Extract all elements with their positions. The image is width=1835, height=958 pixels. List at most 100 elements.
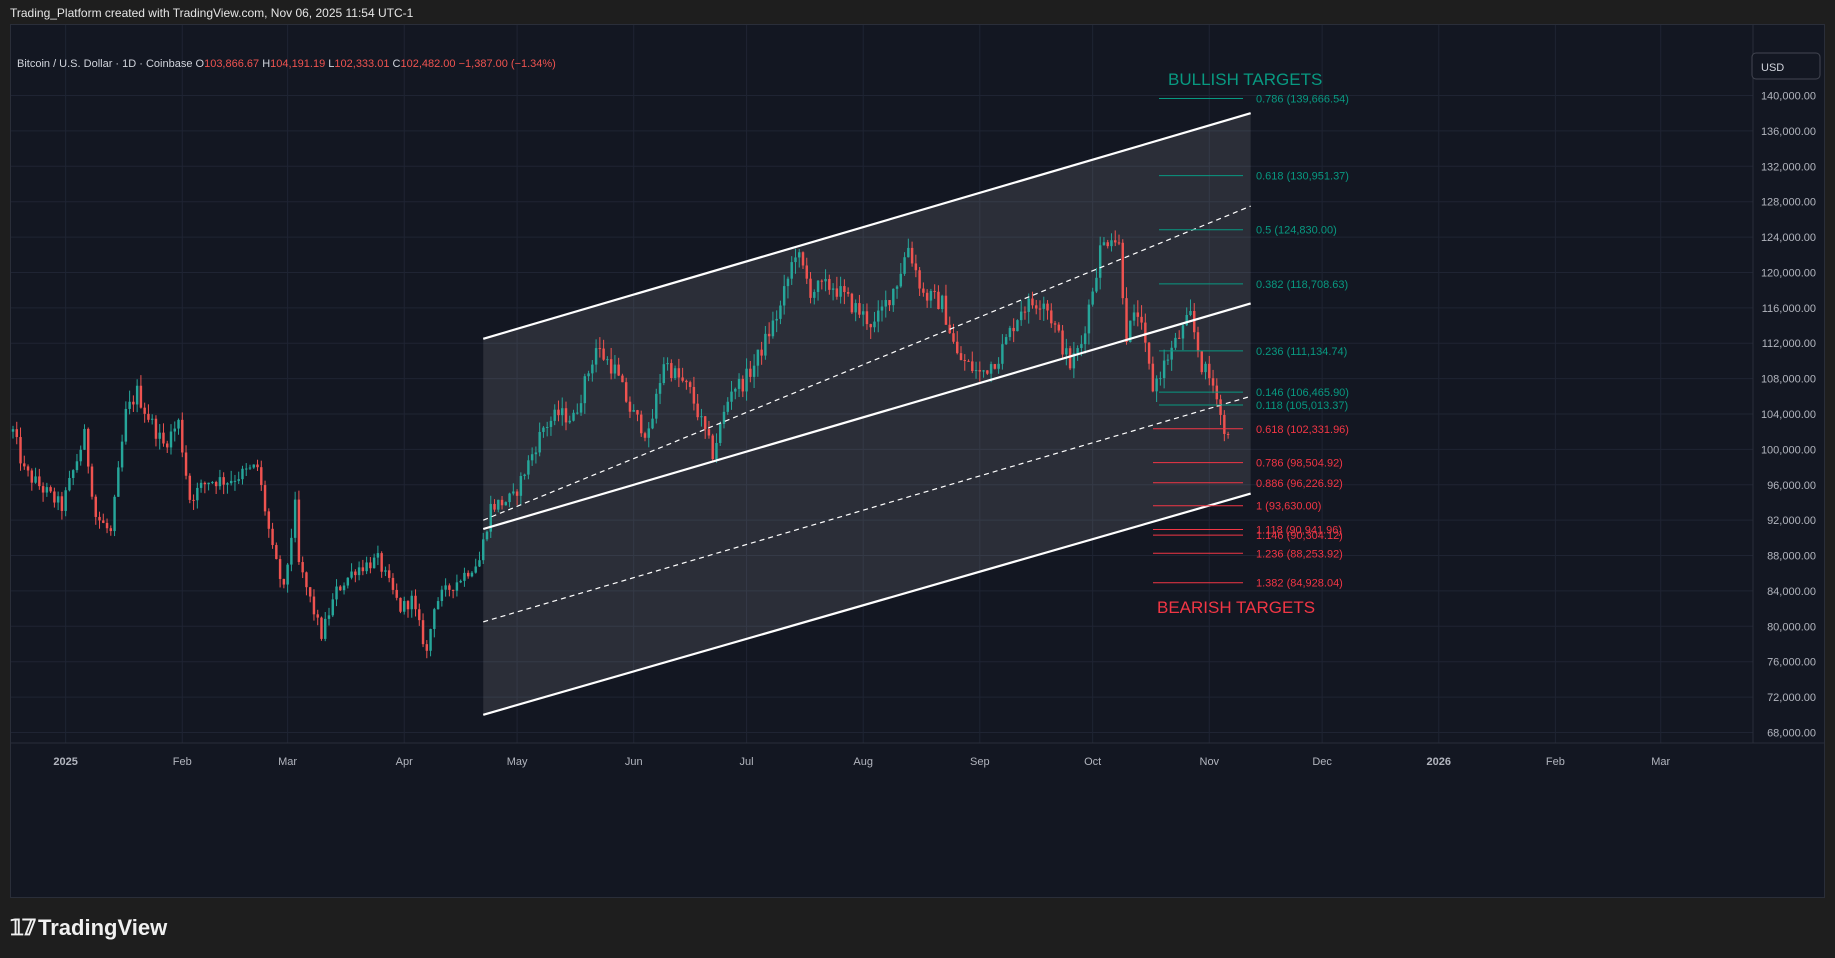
candle	[741, 375, 745, 398]
candle	[1121, 239, 1124, 305]
candle-body	[150, 418, 154, 420]
candle-body	[647, 428, 650, 438]
candle-body	[169, 431, 173, 448]
candle-body	[767, 333, 771, 337]
candle	[354, 569, 357, 583]
candle	[993, 363, 997, 370]
candle-body	[1001, 344, 1004, 364]
candle-body	[910, 247, 914, 264]
bullish-targets-annotation: BULLISH TARGETS	[1168, 70, 1322, 89]
candle-body	[737, 378, 741, 389]
candle	[350, 563, 353, 580]
candle-body	[233, 480, 237, 482]
candle-body	[1196, 332, 1200, 352]
candle	[26, 464, 30, 477]
candle-body	[357, 567, 361, 576]
candle-body	[1193, 310, 1196, 333]
tradingview-brand[interactable]: 𝟙𝟟 TradingView	[10, 915, 167, 941]
candle	[256, 459, 259, 471]
candle	[199, 479, 203, 493]
candle	[1053, 320, 1057, 333]
candle-body	[591, 364, 594, 374]
candle-body	[184, 452, 188, 476]
candle-body	[26, 466, 30, 471]
channel-upper-mid-line[interactable]	[483, 205, 1251, 521]
candle	[98, 511, 101, 529]
candle	[245, 463, 248, 476]
price-axis-tick-label: 104,000.00	[1761, 409, 1816, 421]
candle-body	[1132, 312, 1136, 321]
candle	[534, 446, 538, 464]
candle	[316, 609, 319, 626]
candle-body	[726, 401, 729, 412]
candle-body	[1219, 399, 1222, 415]
candle	[982, 369, 985, 378]
candle	[869, 323, 872, 339]
candle-body	[734, 388, 737, 392]
price-chart[interactable]: 0.786 (139,666.54) 0.618 (130,951.37) 0.5 …	[11, 25, 1824, 897]
candle-body	[418, 609, 421, 621]
time-axis-tick-label: Mar	[1651, 756, 1670, 768]
candle	[372, 553, 376, 569]
candle-body	[68, 477, 71, 491]
candle-body	[211, 482, 214, 484]
candle	[786, 276, 790, 299]
candle	[918, 267, 921, 296]
candle	[286, 563, 289, 593]
candle-body	[933, 290, 936, 292]
candle	[1136, 300, 1140, 327]
channel-upper-line[interactable]	[482, 112, 1251, 340]
candle	[636, 409, 639, 422]
candle-body	[790, 262, 793, 279]
price-axis-tick-label: 124,000.00	[1761, 232, 1816, 244]
candle-body	[662, 364, 666, 384]
currency-button[interactable]: USD	[1751, 52, 1821, 80]
channel-mid-line[interactable]	[482, 302, 1251, 531]
candle	[380, 551, 383, 578]
candle	[1046, 300, 1049, 320]
time-axis[interactable]: 2025 Feb Mar Apr May Jun Jul Aug Sep Oct Nov Dec 202…	[53, 756, 1670, 768]
candle-body	[993, 364, 997, 369]
price-axis[interactable]: 68,000.00 72,000.00 76,000.00 80,000.00 84,0…	[1761, 91, 1816, 740]
candle-body	[655, 393, 658, 419]
candle	[681, 367, 684, 383]
candle-body	[831, 288, 835, 290]
candle	[1095, 267, 1098, 294]
price-axis-tick-label: 68,000.00	[1767, 727, 1816, 739]
candle-body	[835, 288, 839, 297]
candle-body	[98, 516, 101, 521]
fib-level-label: 0.886 (96,226.92)	[1256, 478, 1343, 490]
candle	[444, 578, 447, 597]
candle	[959, 346, 963, 361]
channel-lower-line[interactable]	[482, 492, 1251, 716]
candle	[805, 257, 808, 285]
candle-body	[117, 467, 120, 497]
candle-body	[1170, 347, 1173, 360]
candle-body	[286, 564, 289, 585]
candle	[1065, 338, 1068, 366]
candle	[594, 339, 598, 373]
candle-body	[583, 376, 587, 404]
candle-body	[673, 368, 677, 378]
fib-level-label: 0.786 (139,666.54)	[1256, 93, 1349, 105]
candle	[937, 285, 940, 310]
fib-level-label: 0.382 (118,708.63)	[1256, 279, 1348, 291]
candle-body	[974, 370, 978, 372]
chart-panel[interactable]: 0.786 (139,666.54) 0.618 (130,951.37) 0.5 …	[10, 24, 1825, 898]
candle	[113, 494, 116, 537]
currency-button-box[interactable]	[1751, 52, 1821, 80]
candle	[1004, 334, 1008, 346]
candle-body	[895, 286, 899, 289]
candle	[711, 433, 714, 462]
candle	[252, 464, 255, 469]
channel-lower-mid-line[interactable]	[483, 395, 1251, 623]
candle-body	[1211, 378, 1215, 386]
candle	[771, 311, 775, 339]
candle-body	[873, 321, 876, 328]
time-axis-tick-label: Sep	[970, 756, 990, 768]
candle	[102, 513, 105, 524]
candle-body	[527, 460, 530, 475]
candle	[357, 561, 361, 581]
candle	[1027, 293, 1030, 324]
candle-body	[1050, 310, 1053, 324]
